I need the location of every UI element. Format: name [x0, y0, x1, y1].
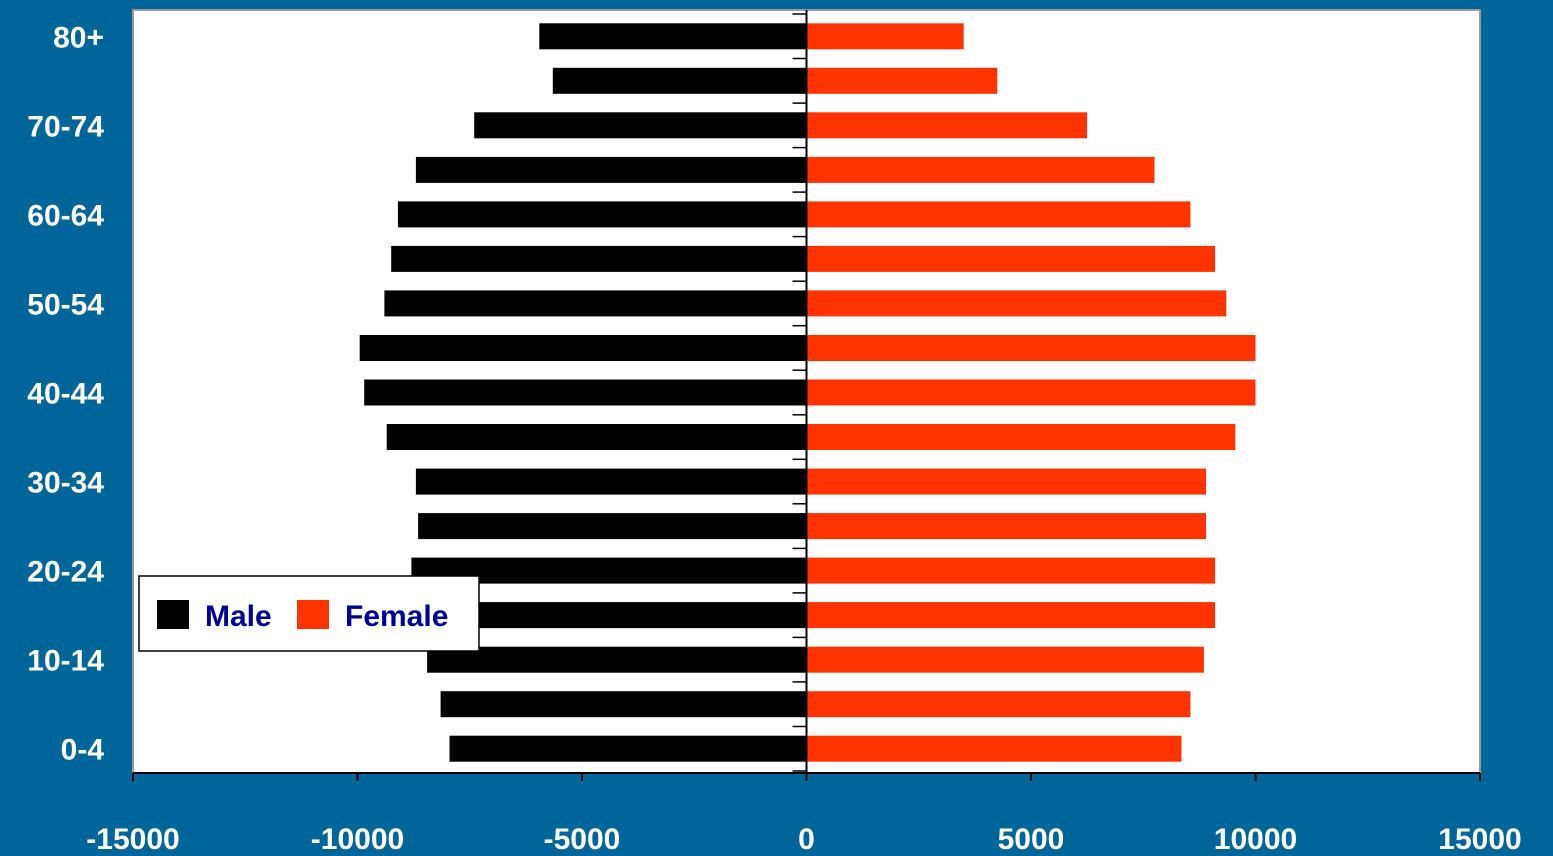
bars-group: [359, 23, 1256, 762]
bar-male-30-34: [415, 468, 807, 495]
bar-female-25-29: [806, 513, 1207, 540]
legend-swatch-male: [157, 600, 189, 629]
bar-male-25-29: [418, 513, 807, 540]
bar-female-10-14: [806, 646, 1204, 673]
category-label: 60-64: [27, 199, 104, 232]
category-labels: 0-4 10-14 20-24 30-34 40-44 50-54 60-64 70-74 80…: [27, 21, 104, 766]
bar-male-5-9: [440, 691, 807, 718]
bar-female-40-44: [806, 379, 1256, 406]
bar-male-40-44: [364, 379, 807, 406]
bar-male-65-69: [415, 156, 807, 183]
bar-female-75-79: [806, 67, 998, 94]
bar-male-45-49: [359, 335, 807, 361]
bar-female-50-54: [806, 290, 1227, 317]
bar-female-15-19: [806, 602, 1216, 629]
legend-label-female: Female: [345, 600, 448, 633]
bar-male-50-54: [384, 290, 807, 317]
category-label: 30-34: [27, 467, 104, 500]
category-label: 0-4: [61, 734, 105, 767]
bar-female-70-74: [806, 112, 1088, 139]
bar-female-5-9: [806, 691, 1191, 718]
bar-female-55-59: [806, 245, 1216, 272]
category-label: 70-74: [27, 110, 104, 143]
bar-male-80+: [539, 23, 807, 50]
bar-female-65-69: [806, 156, 1155, 183]
bar-female-30-34: [806, 468, 1207, 495]
bar-male-10-14: [427, 646, 807, 673]
bar-male-55-59: [391, 245, 807, 272]
bar-female-35-39: [806, 424, 1236, 450]
bar-female-80+: [806, 23, 964, 50]
category-label: 50-54: [27, 288, 104, 321]
x-tick-label: -5000: [544, 823, 621, 856]
bar-female-0-4: [806, 735, 1182, 762]
bar-female-60-64: [806, 201, 1191, 228]
category-label: 80+: [53, 21, 104, 54]
bar-female-20-24: [806, 557, 1216, 584]
x-tick-labels: -15000 -10000 -5000 0 5000 10000 15000: [86, 823, 1521, 856]
x-tick-label: 5000: [998, 823, 1065, 856]
bar-male-60-64: [397, 201, 807, 228]
axis-group: [132, 10, 1481, 781]
x-tick-label: 10000: [1214, 823, 1297, 856]
category-label: 40-44: [27, 378, 104, 411]
legend-swatch-female: [297, 600, 329, 629]
category-label: 10-14: [27, 645, 104, 678]
bar-male-35-39: [386, 424, 807, 450]
x-tick-label: -15000: [86, 823, 179, 856]
x-tick-label: 0: [798, 823, 815, 856]
legend-label-male: Male: [205, 600, 272, 633]
category-label: 20-24: [27, 556, 104, 589]
legend: Male Female: [138, 575, 480, 652]
bar-male-70-74: [474, 112, 807, 139]
bar-male-15-19: [418, 602, 807, 629]
x-tick-label: 15000: [1438, 823, 1521, 856]
bar-male-0-4: [449, 735, 807, 762]
bar-male-75-79: [552, 67, 807, 94]
x-tick-label: -10000: [311, 823, 404, 856]
bar-female-45-49: [806, 335, 1256, 361]
